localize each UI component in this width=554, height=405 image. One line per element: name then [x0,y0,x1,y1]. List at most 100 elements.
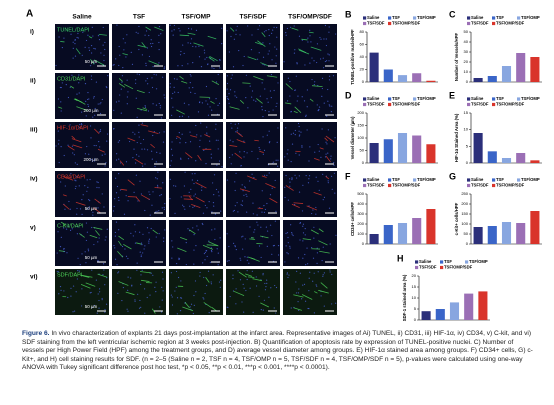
nucleus [226,306,228,308]
column-header: TSF [133,14,145,21]
stain [176,135,180,138]
nucleus [217,148,219,150]
nucleus [76,233,78,235]
nucleus [200,189,203,191]
row-label: iv) [30,176,38,183]
nucleus [93,144,95,147]
nucleus [60,110,62,112]
nucleus [330,175,333,177]
nucleus [206,126,208,128]
nucleus [123,213,126,215]
y-tick-label: 10 [464,127,469,132]
legend-label: TSF/OMP [521,177,540,182]
nucleus [301,298,303,300]
stain [145,26,152,31]
legend-swatch [492,21,496,26]
stain [118,78,123,82]
nucleus [72,47,74,49]
nucleus [163,131,165,133]
nucleus [296,63,298,65]
stain-label: C-Kit/DAPI [57,223,84,229]
nucleus [211,67,213,69]
stain [261,32,266,38]
nucleus [251,173,253,175]
nucleus [203,52,206,54]
legend-swatch [517,178,521,182]
nucleus [173,86,175,88]
stain [203,302,212,308]
nucleus [284,186,286,188]
caption-text: In vivo characterization of explants 21 … [22,330,533,372]
nucleus [150,45,153,48]
nucleus [147,110,150,112]
nucleus [65,228,68,230]
nucleus [178,27,180,30]
stain [204,134,211,138]
bar [397,75,408,82]
legend-swatch [492,16,496,20]
nucleus [70,173,72,175]
nucleus [294,134,296,136]
nucleus [106,133,109,135]
nucleus [242,283,244,285]
nucleus [61,82,63,84]
nucleus [169,83,171,85]
nucleus [217,264,219,266]
nucleus [274,220,276,222]
nucleus [272,161,274,163]
nucleus [287,253,289,255]
nucleus [301,145,303,147]
nucleus [323,196,326,198]
nucleus [322,173,324,175]
micrograph [226,269,280,315]
stain [152,229,159,234]
legend-swatch [413,16,417,20]
stain [311,85,323,88]
nucleus [277,165,279,167]
nucleus [298,191,301,193]
nucleus [263,211,266,213]
nucleus [254,229,256,231]
nucleus [143,248,145,250]
nucleus [76,163,78,165]
micrograph-bg [112,122,166,168]
nucleus [257,158,259,160]
nucleus [273,26,275,28]
nucleus [253,231,255,233]
nucleus [95,144,97,147]
nucleus [103,206,105,208]
nucleus [160,194,162,196]
nucleus [243,55,245,58]
nucleus [257,224,259,226]
nucleus [333,172,336,174]
bar [412,218,422,244]
legend-label: TSF [392,15,400,20]
nucleus [243,140,245,142]
nucleus [232,66,235,68]
micrograph [226,220,280,266]
stain [140,124,149,127]
nucleus [230,163,232,165]
nucleus [208,98,211,100]
legend-swatch [388,178,392,182]
nucleus [147,83,149,85]
nucleus [237,211,239,213]
nucleus [136,269,138,271]
nucleus [285,31,287,34]
nucleus [285,245,287,247]
nucleus [127,276,129,278]
nucleus [277,254,280,256]
nucleus [84,185,86,187]
nucleus [190,188,192,190]
stain [189,229,196,235]
stain [75,48,81,55]
nucleus [322,67,325,69]
y-tick-label: 100 [461,221,468,226]
nucleus [190,28,193,30]
nucleus [264,88,266,90]
nucleus [235,29,237,31]
nucleus [305,115,307,117]
nucleus [81,213,83,215]
micrograph [169,171,223,217]
nucleus [90,78,93,80]
